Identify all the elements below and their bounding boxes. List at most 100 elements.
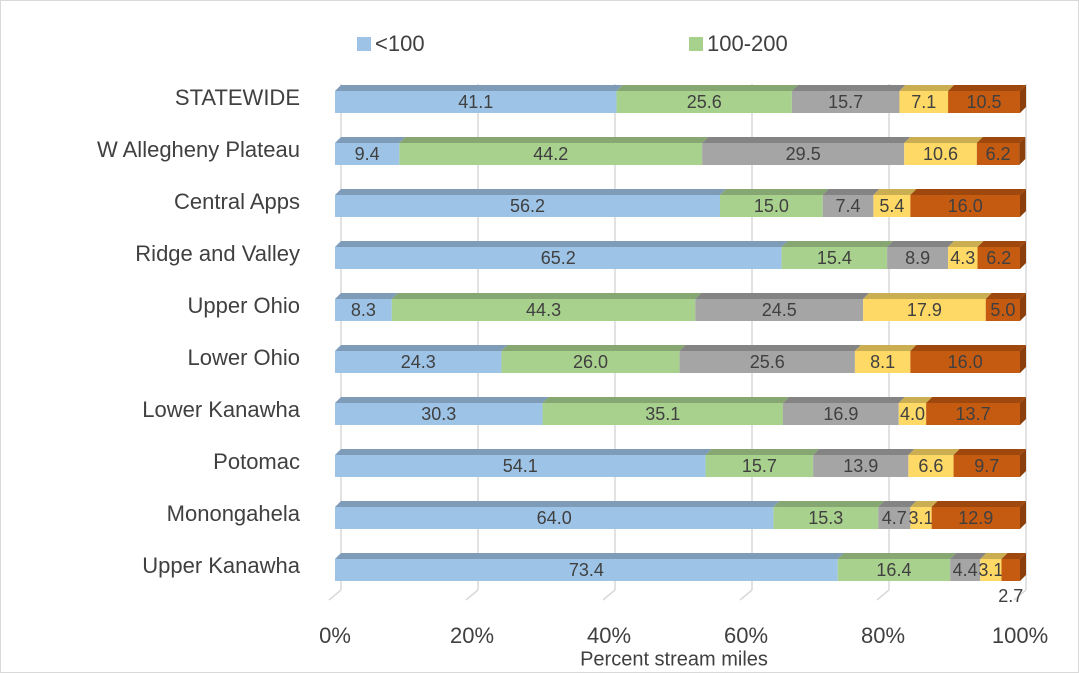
data-label: 5.4: [879, 196, 904, 216]
bar-top: [335, 241, 788, 247]
data-label: 15.4: [817, 248, 852, 268]
bar-segment: [773, 507, 879, 529]
x-tick-label: 20%: [450, 623, 494, 648]
bar-top: [335, 85, 623, 91]
data-label: 16.9: [823, 404, 858, 424]
data-label: 41.1: [458, 92, 493, 112]
category-label: Central Apps: [174, 189, 300, 214]
bar-top: [950, 553, 987, 559]
data-label: 3.1: [978, 560, 1003, 580]
category-label: W Allegheny Plateau: [97, 137, 300, 162]
legend-swatch: [689, 37, 703, 51]
data-label: 8.3: [351, 300, 376, 320]
data-label: 24.5: [762, 300, 797, 320]
bar-segment: [335, 91, 617, 113]
grid-line-base: [876, 589, 890, 601]
bar-segment: [391, 299, 696, 321]
data-label: 6.2: [986, 248, 1011, 268]
bar-segment: [782, 403, 899, 425]
data-label: 4.0: [900, 404, 925, 424]
data-label: 44.2: [533, 144, 568, 164]
data-label: 12.9: [958, 508, 993, 528]
bar-segment: [335, 455, 706, 477]
x-tick-label: 60%: [724, 623, 768, 648]
data-label: 15.7: [742, 456, 777, 476]
bar-segment: [335, 559, 838, 581]
data-label: 8.1: [870, 352, 895, 372]
bar-top: [931, 501, 1026, 507]
bar-top: [335, 293, 398, 299]
bar-segment: [719, 195, 823, 217]
bar-top: [926, 397, 1026, 403]
data-label: 9.7: [974, 456, 999, 476]
data-label: 4.4: [953, 560, 978, 580]
data-label: 35.1: [645, 404, 680, 424]
x-tick-label: 100%: [992, 623, 1048, 648]
category-label: Upper Ohio: [187, 293, 300, 318]
data-label: 15.3: [808, 508, 843, 528]
bar-top: [910, 189, 1026, 195]
bar-top: [679, 345, 861, 351]
bar-segment: [898, 403, 927, 425]
bar-side: [1020, 85, 1026, 113]
bar-top: [773, 501, 885, 507]
bar-side: [1020, 397, 1026, 425]
bar-top: [976, 137, 1026, 143]
bar-segment: [950, 559, 981, 581]
data-label: 6.6: [918, 456, 943, 476]
bar-segment: [1001, 559, 1020, 581]
data-label: 8.9: [905, 248, 930, 268]
bar-top: [910, 345, 1026, 351]
bar-top: [335, 553, 844, 559]
data-label: 29.5: [786, 144, 821, 164]
bar-segment: [980, 559, 1002, 581]
x-tick-label: 0%: [319, 623, 351, 648]
bar-top: [335, 397, 549, 403]
bar-segment: [399, 143, 703, 165]
bar-top: [782, 397, 905, 403]
data-label: 5.0: [990, 300, 1015, 320]
bar-segment: [985, 299, 1020, 321]
bar-top: [501, 345, 686, 351]
bar-side: [1020, 449, 1026, 477]
data-label: 56.2: [510, 196, 545, 216]
data-label: 16.0: [948, 196, 983, 216]
bar-top: [873, 189, 917, 195]
bar-top: [854, 345, 917, 351]
bar-segment: [931, 507, 1020, 529]
bar-segment: [335, 403, 543, 425]
data-label: 7.4: [836, 196, 861, 216]
bar-top: [705, 449, 820, 455]
bar-top: [335, 501, 780, 507]
bar-segment: [705, 455, 814, 477]
bar-top: [335, 137, 406, 143]
category-label: Monongahela: [167, 501, 301, 526]
bar-top: [985, 293, 1026, 299]
bar-side: [1020, 501, 1026, 529]
bar-segment: [926, 403, 1020, 425]
data-label: 2.7: [998, 586, 1023, 606]
bar-side: [1020, 293, 1026, 321]
bar-segment: [976, 143, 1020, 165]
data-label: 16.0: [948, 352, 983, 372]
bar-top: [908, 449, 960, 455]
bar-segment: [899, 91, 949, 113]
data-label: 25.6: [687, 92, 722, 112]
data-label: 16.4: [876, 560, 911, 580]
grid-line-base: [328, 589, 342, 601]
bar-top: [335, 449, 712, 455]
bar-side: [1020, 189, 1026, 217]
bar-segment: [863, 299, 986, 321]
bar-segment: [854, 351, 911, 373]
bar-segment: [616, 91, 792, 113]
bar-segment: [977, 247, 1020, 269]
category-label: Potomac: [213, 449, 300, 474]
data-label: 9.4: [355, 144, 380, 164]
bar-segment: [837, 559, 951, 581]
bar-segment: [822, 195, 874, 217]
data-label: 4.7: [882, 508, 907, 528]
bar-segment: [335, 299, 392, 321]
bar-top: [719, 189, 829, 195]
bar-segment: [873, 195, 911, 217]
bar-top: [878, 501, 917, 507]
